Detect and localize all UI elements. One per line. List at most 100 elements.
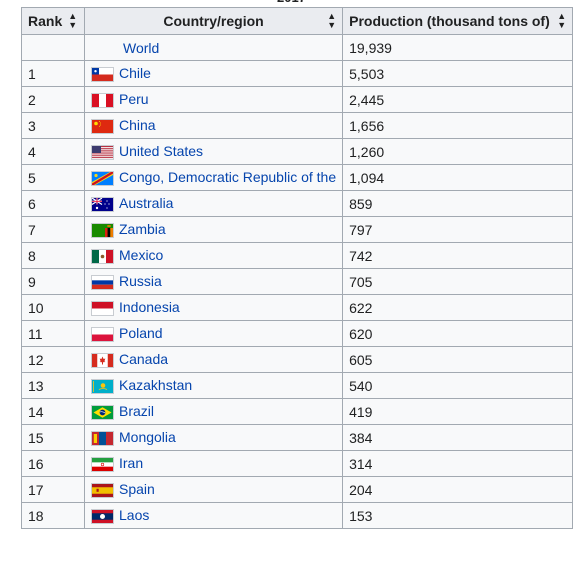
table-row: 1 Chile 5,503 [21, 60, 574, 87]
rank-cell: 10 [21, 294, 85, 321]
table-row: 17 Spain 204 [21, 476, 574, 503]
production-cell: 620 [342, 320, 574, 347]
country-link[interactable]: Iran [119, 455, 144, 472]
country-cell: Congo, Democratic Republic of the [83, 164, 344, 191]
production-cell: 797 [342, 216, 574, 243]
china-flag-icon[interactable] [91, 118, 114, 134]
country-link[interactable]: Laos [119, 507, 150, 524]
world-rank-cell [21, 34, 85, 61]
table-row: 6 Australia 859 [21, 190, 574, 217]
country-link[interactable]: Poland [119, 325, 163, 342]
production-cell: 314 [342, 450, 574, 477]
table-row: 3 China 1,656 [21, 112, 574, 139]
production-cell: 859 [342, 190, 574, 217]
country-column-header[interactable]: Country/region ▲ ▼ [83, 7, 344, 35]
country-link[interactable]: Russia [119, 273, 162, 290]
table-row: 8 Mexico 742 [21, 242, 574, 269]
country-link[interactable]: Australia [119, 195, 174, 212]
country-cell: Iran [83, 450, 344, 477]
sort-up-down-icon[interactable]: ▲ ▼ [557, 11, 567, 30]
world-link[interactable]: World [123, 39, 160, 56]
production-cell: 705 [342, 268, 574, 295]
country-link[interactable]: Zambia [119, 221, 166, 238]
mongolia-flag-icon[interactable] [91, 430, 114, 446]
table-row: 2 Peru 2,445 [21, 86, 574, 113]
table-row: 5 Congo, Democratic Republic of the 1,094 [21, 164, 574, 191]
country-link[interactable]: Chile [119, 65, 151, 82]
production-cell: 622 [342, 294, 574, 321]
iran-flag-icon[interactable] [91, 456, 114, 472]
sort-up-down-icon[interactable]: ▲ ▼ [327, 11, 337, 30]
country-cell: United States [83, 138, 344, 165]
rank-cell: 18 [21, 502, 85, 529]
world-row: World 19,939 [21, 34, 574, 61]
country-cell: Mongolia [83, 424, 344, 451]
country-header-label: Country/region [163, 13, 264, 29]
rank-cell: 9 [21, 268, 85, 295]
country-cell: Canada [83, 346, 344, 373]
country-link[interactable]: Peru [119, 91, 149, 108]
production-column-header[interactable]: Production (thousand tons of) ▲ ▼ [342, 7, 574, 35]
country-cell: China [83, 112, 344, 139]
table-row: 4 United States 1,260 [21, 138, 574, 165]
kazakhstan-flag-icon[interactable] [91, 378, 114, 394]
country-cell: Peru [83, 86, 344, 113]
rank-cell: 5 [21, 164, 85, 191]
production-cell: 5,503 [342, 60, 574, 87]
rank-cell: 7 [21, 216, 85, 243]
country-cell: Spain [83, 476, 344, 503]
country-cell: Russia [83, 268, 344, 295]
brazil-flag-icon[interactable] [91, 404, 114, 420]
laos-flag-icon[interactable] [91, 508, 114, 524]
country-link[interactable]: Canada [119, 351, 169, 368]
country-link[interactable]: China [119, 117, 156, 134]
indonesia-flag-icon[interactable] [91, 300, 114, 316]
country-cell: Mexico [83, 242, 344, 269]
production-cell: 419 [342, 398, 574, 425]
country-cell: Poland [83, 320, 344, 347]
country-link[interactable]: Mexico [119, 247, 164, 264]
rank-cell: 12 [21, 346, 85, 373]
zambia-flag-icon[interactable] [91, 222, 114, 238]
australia-flag-icon[interactable] [91, 196, 114, 212]
country-link[interactable]: Brazil [119, 403, 155, 420]
canada-flag-icon[interactable] [91, 352, 114, 368]
rank-cell: 1 [21, 60, 85, 87]
production-cell: 204 [342, 476, 574, 503]
russia-flag-icon[interactable] [91, 274, 114, 290]
country-cell: Australia [83, 190, 344, 217]
table-row: 14 Brazil 419 [21, 398, 574, 425]
country-link[interactable]: Spain [119, 481, 155, 498]
country-link[interactable]: Mongolia [119, 429, 176, 446]
production-cell: 1,656 [342, 112, 574, 139]
drc-flag-icon[interactable] [91, 170, 114, 186]
table-row: 12 Canada 605 [21, 346, 574, 373]
country-link[interactable]: United States [119, 143, 204, 160]
world-production-cell: 19,939 [342, 34, 574, 61]
rank-cell: 8 [21, 242, 85, 269]
poland-flag-icon[interactable] [91, 326, 114, 342]
sort-up-down-icon[interactable]: ▲ ▼ [68, 11, 78, 30]
rank-cell: 3 [21, 112, 85, 139]
chile-flag-icon[interactable] [91, 66, 114, 82]
mexico-flag-icon[interactable] [91, 248, 114, 264]
copper-production-table: Rank ▲ ▼ Country/region ▲ ▼ Production (th… [21, 7, 574, 529]
table-row: 9 Russia 705 [21, 268, 574, 295]
usa-flag-icon[interactable] [91, 144, 114, 160]
peru-flag-icon[interactable] [91, 92, 114, 108]
rank-column-header[interactable]: Rank ▲ ▼ [21, 7, 85, 35]
rank-cell: 17 [21, 476, 85, 503]
country-link[interactable]: Kazakhstan [119, 377, 193, 394]
production-cell: 384 [342, 424, 574, 451]
spain-flag-icon[interactable] [91, 482, 114, 498]
rank-cell: 16 [21, 450, 85, 477]
country-link[interactable]: Indonesia [119, 299, 180, 316]
production-cell: 1,260 [342, 138, 574, 165]
rank-cell: 4 [21, 138, 85, 165]
country-cell: Zambia [83, 216, 344, 243]
table-row: 13 Kazakhstan 540 [21, 372, 574, 399]
production-cell: 605 [342, 346, 574, 373]
country-link[interactable]: Congo, Democratic Republic of the [119, 169, 337, 186]
production-cell: 2,445 [342, 86, 574, 113]
country-cell: Indonesia [83, 294, 344, 321]
